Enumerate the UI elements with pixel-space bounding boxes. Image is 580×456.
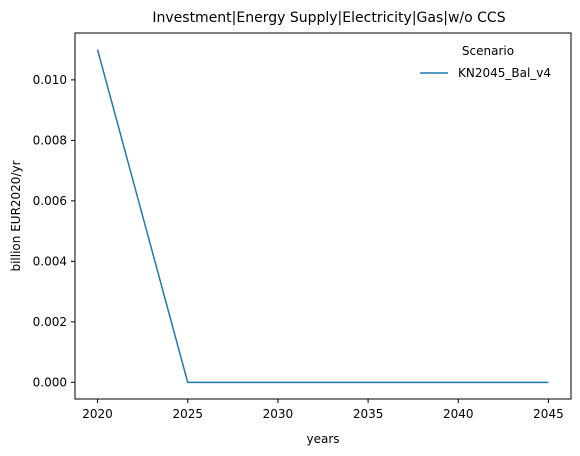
y-axis-label: billion EUR2020/yr xyxy=(9,160,23,271)
y-tick-label: 0.006 xyxy=(33,194,67,208)
x-axis: 2020 2025 2030 2035 2040 2045 xyxy=(82,399,564,421)
y-tick-label: 0.000 xyxy=(33,375,67,389)
series-line-0 xyxy=(96,49,549,384)
plot-area: 2020 2025 2030 2035 2040 2045 0.000 0.002 0.004… xyxy=(33,32,572,421)
y-axis: 0.000 0.002 0.004 0.006 0.008 0.010 xyxy=(33,73,75,389)
plot-frame xyxy=(74,32,572,400)
x-tick-label: 2020 xyxy=(82,407,113,421)
legend-title: Scenario xyxy=(462,44,514,58)
x-tick-label: 2030 xyxy=(263,407,294,421)
chart-title: Investment|Energy Supply|Electricity|Gas… xyxy=(152,10,505,26)
x-axis-label: years xyxy=(306,432,339,446)
x-tick-label: 2035 xyxy=(353,407,384,421)
x-tick-label: 2045 xyxy=(533,407,564,421)
y-tick-label: 0.002 xyxy=(33,315,67,329)
series-layer xyxy=(96,49,549,384)
x-tick-label: 2025 xyxy=(172,407,203,421)
legend-label-kn2045-bal-v4: KN2045_Bal_v4 xyxy=(458,66,551,80)
legend: Scenario KN2045_Bal_v4 xyxy=(420,44,551,80)
y-tick-label: 0.004 xyxy=(33,254,67,268)
y-tick-label: 0.010 xyxy=(33,73,67,87)
x-tick-label: 2040 xyxy=(443,407,474,421)
y-tick-label: 0.008 xyxy=(33,133,67,147)
